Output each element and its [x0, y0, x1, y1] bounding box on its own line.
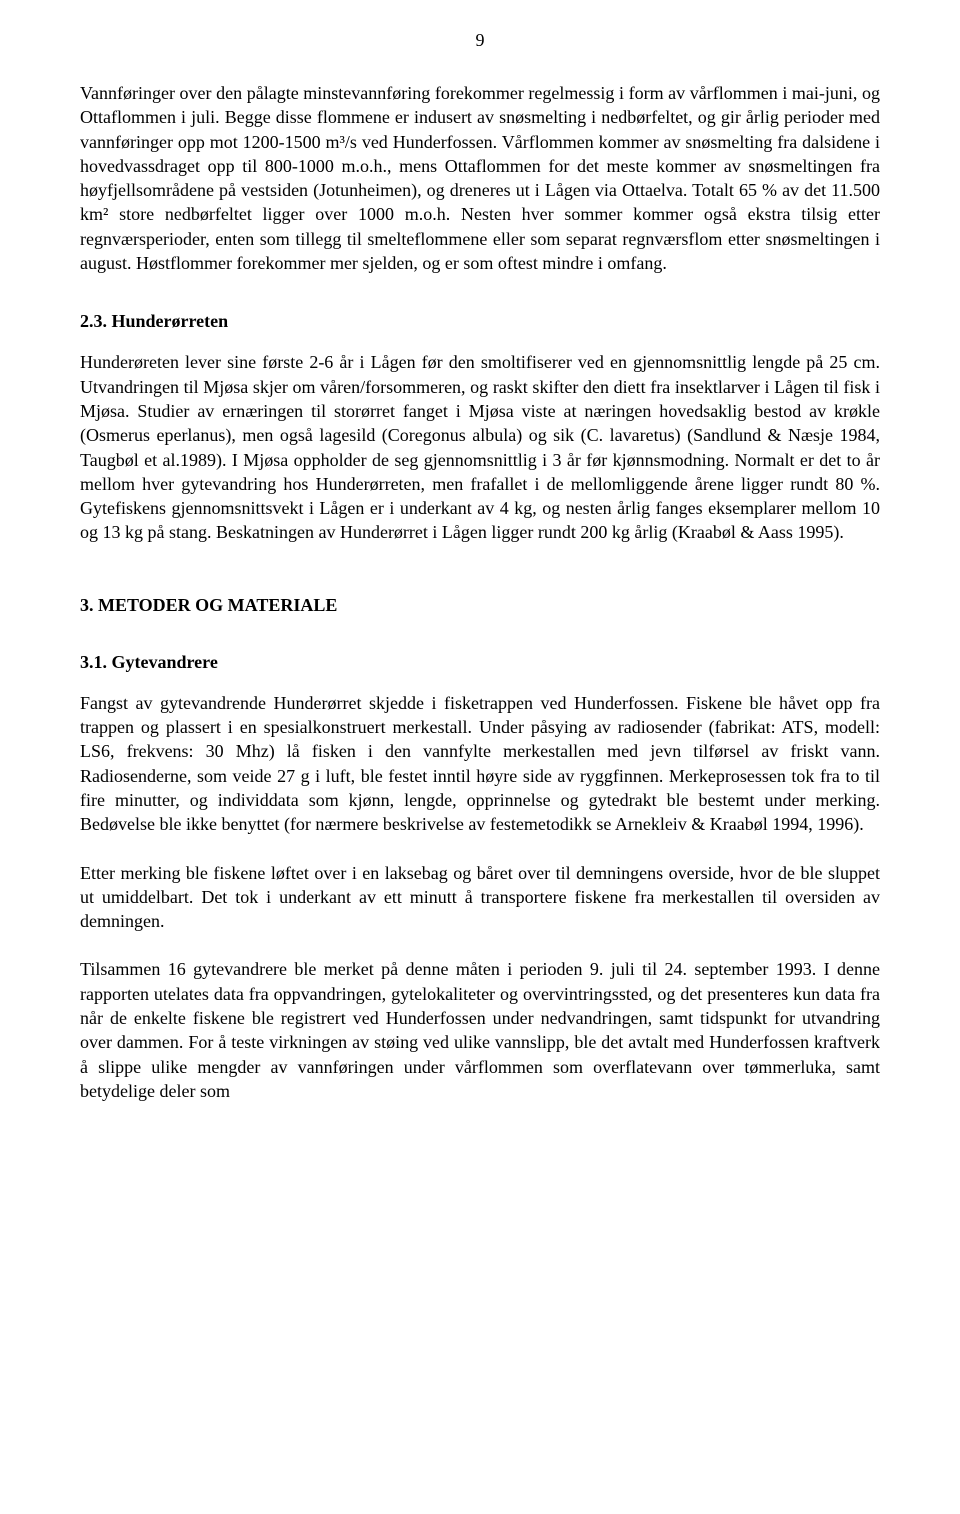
- body-paragraph-3: Fangst av gytevandrende Hunderørret skje…: [80, 691, 880, 837]
- body-paragraph-5: Tilsammen 16 gytevandrere ble merket på …: [80, 957, 880, 1103]
- body-paragraph-1: Vannføringer over den pålagte minstevann…: [80, 81, 880, 275]
- body-paragraph-2: Hunderøreten lever sine første 2-6 år i …: [80, 350, 880, 544]
- section-heading-3-1: 3.1. Gytevandrere: [80, 652, 880, 673]
- body-paragraph-4: Etter merking ble fiskene løftet over i …: [80, 861, 880, 934]
- page-number: 9: [80, 30, 880, 51]
- section-heading-2-3: 2.3. Hunderørreten: [80, 311, 880, 332]
- section-heading-3: 3. METODER OG MATERIALE: [80, 595, 880, 616]
